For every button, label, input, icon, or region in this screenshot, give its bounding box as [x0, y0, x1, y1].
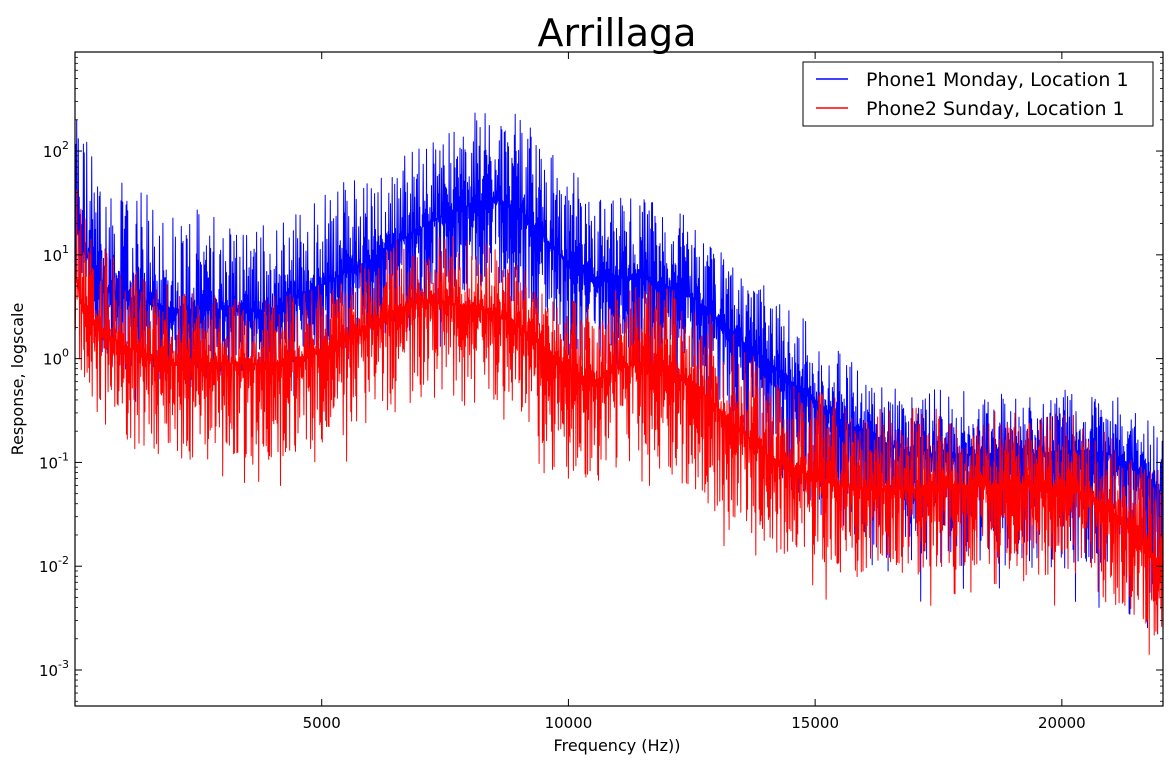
legend-label-2: Phone2 Sunday, Location 1 [866, 98, 1125, 120]
x-axis-label: Frequency (Hz)) [554, 736, 681, 755]
chart-title: Arrillaga [538, 11, 697, 55]
legend-label-1: Phone1 Monday, Location 1 [866, 69, 1129, 91]
x-tick-label: 10000 [545, 714, 593, 732]
plot-area-frame [74, 51, 1164, 707]
y-axis-label: Response, logscale [8, 303, 27, 456]
x-tick-label: 5000 [303, 714, 341, 732]
legend: Phone1 Monday, Location 1 Phone2 Sunday, … [802, 61, 1154, 127]
legend-box [802, 61, 1154, 127]
y-tick-label: 10-1 [39, 450, 69, 472]
series-line-2 [75, 189, 1163, 655]
y-tick-label: 102 [43, 139, 69, 161]
ticks-layer: 5000 10000 15000 20000 102 101 100 10-1 10-2 10-3 [39, 51, 1163, 732]
series-path-2 [75, 189, 1163, 655]
y-tick-label: 10-3 [39, 658, 69, 680]
series-layer [75, 112, 1163, 655]
y-tick-label: 10-2 [39, 554, 69, 576]
y-tick-label: 100 [43, 347, 69, 369]
y-tick-label: 101 [43, 243, 69, 265]
x-tick-label: 20000 [1038, 714, 1086, 732]
x-tick-label: 15000 [791, 714, 839, 732]
